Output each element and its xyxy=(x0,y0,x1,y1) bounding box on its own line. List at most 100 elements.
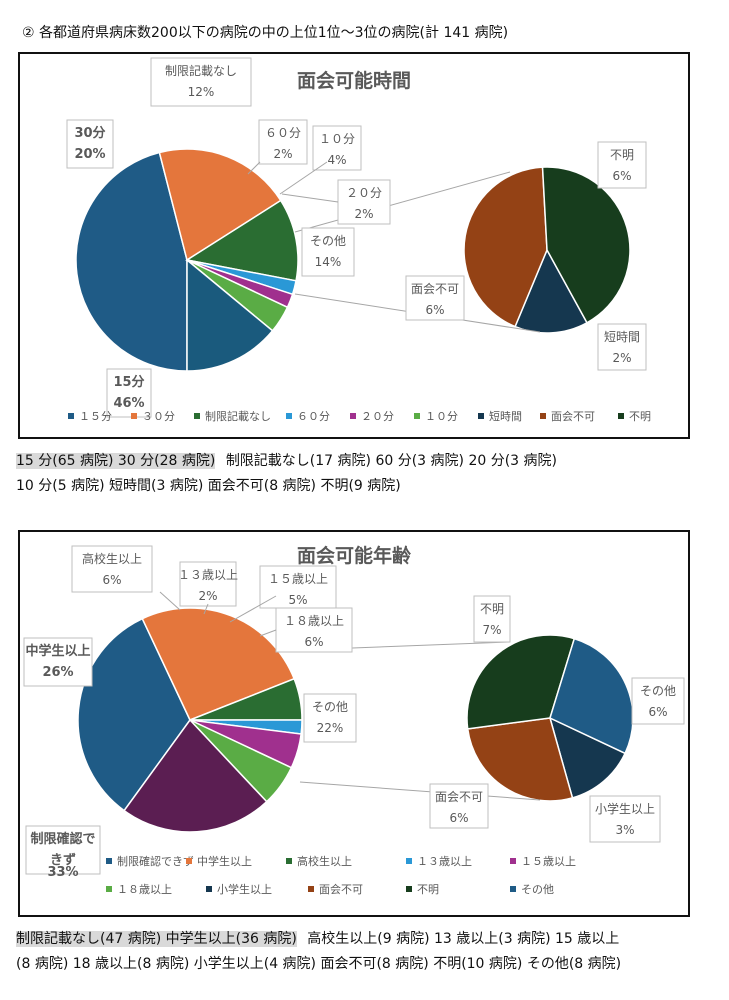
chart1-legend-text-2: 制限記載なし xyxy=(205,409,271,423)
chart1-legend-swatch-2 xyxy=(194,413,200,419)
visit-age-summary-line2: (8 病院) 18 歳以上(8 病院) 小学生以上(4 病院) 面会不可(8 病… xyxy=(16,956,622,972)
chart1-label-nolimit-text-0: 制限記載なし xyxy=(165,63,237,78)
chart1-legend-swatch-0 xyxy=(68,413,74,419)
chart1-label-30-text-1: 20% xyxy=(74,147,105,162)
chart2-leader-hs xyxy=(159,591,181,611)
chart2-label-15-text-0: １５歳以上 xyxy=(268,572,328,586)
visit-time-summary: 15 分(65 病院) 30 分(28 病院) 制限記載なし(17 病院) 60… xyxy=(16,449,563,499)
chart2-sub-slice-1 xyxy=(466,717,574,802)
chart2-label-other-box xyxy=(303,693,357,743)
visit-age-summary: 制限記載なし(47 病院) 中学生以上(36 病院) 高校生以上(9 病院) 1… xyxy=(16,927,625,977)
chart2-legend-swatch-4 xyxy=(510,858,516,864)
chart2-main-slice-1 xyxy=(141,607,296,721)
chart1-legend-swatch-1 xyxy=(131,413,137,419)
chart1-legend-text-5: １０分 xyxy=(425,410,458,423)
chart2-label-13-text-0: １３歳以上 xyxy=(178,568,238,582)
chart2-label-other-text-1: 22% xyxy=(317,721,344,735)
chart2-label-13-box xyxy=(179,561,237,607)
chart2-sub-label-unknown-text-0: 不明 xyxy=(480,602,504,616)
chart2-label-jhs-text-0: 中学生以上 xyxy=(25,643,90,659)
chart1-label-30-box xyxy=(66,119,114,169)
chart2-label-15-box xyxy=(259,565,337,609)
chart1-main-slice-6 xyxy=(186,258,274,372)
visit-age-summary-line1: 制限記載なし(47 病院) 中学生以上(36 病院) 高校生以上(9 病院) 1… xyxy=(16,927,625,952)
chart1-label-10-box xyxy=(312,125,362,171)
chart2-legend-swatch-3 xyxy=(406,858,412,864)
visit-age-chart: 面会可能年齢 中学生以上 26% 高校生以上 6% １３歳以上 2% １５歳以上 5% １８歳以上… xyxy=(18,530,690,917)
chart2-legend-swatch-9 xyxy=(510,886,516,892)
chart2-sub-label-elem-text-0: 小学生以上 xyxy=(595,801,655,816)
chart2-sub-label-elem-text-1: 3% xyxy=(615,823,634,837)
chart2-legend-text-5: １８歳以上 xyxy=(117,883,172,896)
chart1-label-other-box xyxy=(301,227,355,277)
chart1-sub-label-nogo-text-1: 6% xyxy=(425,303,444,317)
visit-time-summary-line1: 15 分(65 病院) 30 分(28 病院) 制限記載なし(17 病院) 60… xyxy=(16,449,563,474)
chart1-main-slice-2 xyxy=(184,199,299,282)
chart2-leader-13 xyxy=(203,603,209,615)
chart1-legend-swatch-7 xyxy=(540,413,546,419)
chart1-sub-label-nogo-box xyxy=(405,275,465,321)
chart1-sub-label-short-text-0: 短時間 xyxy=(604,330,640,344)
visit-time-summary-line2: 10 分(5 病院) 短時間(3 病院) 面会不可(8 病院) 不明(9 病院) xyxy=(16,478,401,494)
chart1-label-nolimit-box xyxy=(150,57,252,107)
chart1-sub-label-nogo-text-0: 面会不可 xyxy=(411,282,459,296)
chart2-legend-swatch-1 xyxy=(186,858,192,864)
chart2-legend-text-4: １５歳以上 xyxy=(521,855,576,868)
chart2-connector-bottom xyxy=(299,781,541,801)
visit-time-summary-rest: 制限記載なし(17 病院) 60 分(3 病院) 20 分(3 病院) xyxy=(225,453,557,469)
chart2-label-hs-text-0: 高校生以上 xyxy=(82,551,142,566)
chart2-legend-text-3: １３歳以上 xyxy=(417,855,472,868)
chart2-label-18-box xyxy=(275,607,353,653)
chart1-sub-slice-2 xyxy=(541,166,631,324)
chart2-sub-label-nogo-text-0: 面会不可 xyxy=(435,790,483,804)
chart1-legend-swatch-6 xyxy=(478,413,484,419)
chart2-legend-swatch-7 xyxy=(308,886,314,892)
chart1-legend-swatch-4 xyxy=(350,413,356,419)
chart2-sub-label-other-box xyxy=(631,677,685,725)
chart2-label-unconfirmed-pct: 33% xyxy=(47,865,78,880)
chart2-legend-swatch-6 xyxy=(206,886,212,892)
chart2-leader-18 xyxy=(259,629,277,637)
visit-age-summary-highlight: 制限記載なし(47 病院) 中学生以上(36 病院) xyxy=(16,931,297,947)
visit-time-chart-svg: 面会可能時間 15分 46% 30分 20% 制限記載なし 12% ６０分 2% １０分 4% ２０分… xyxy=(66,57,651,423)
chart1-label-10-text-0: １０分 xyxy=(319,132,355,146)
chart2-title: 面会可能年齢 xyxy=(297,544,412,567)
chart1-sub-label-unknown-box xyxy=(597,141,647,189)
chart1-sub-label-unknown-text-1: 6% xyxy=(612,169,631,183)
chart1-main-slice-1 xyxy=(158,148,282,262)
chart2-legend-swatch-8 xyxy=(406,886,412,892)
chart1-legend-text-4: ２０分 xyxy=(361,410,394,423)
chart1-label-10-text-1: 4% xyxy=(327,153,346,167)
chart2-sub-label-nogo-box xyxy=(429,783,489,829)
chart1-title: 面会可能時間 xyxy=(297,69,411,92)
page-heading: ② 各都道府県病床数200以下の病院の中の上位1位～3位の病院(計 141 病院… xyxy=(22,25,509,41)
chart2-label-hs-box xyxy=(71,545,153,593)
chart2-legend-text-7: 面会不可 xyxy=(319,883,363,896)
chart2-sub-label-nogo-text-1: 6% xyxy=(449,811,468,825)
chart1-legend-swatch-8 xyxy=(618,413,624,419)
chart2-legend-swatch-5 xyxy=(106,886,112,892)
chart1-legend-text-3: ６０分 xyxy=(297,410,330,423)
chart1-legend-text-0: １５分 xyxy=(79,410,112,423)
chart2-legend-text-2: 高校生以上 xyxy=(297,854,352,868)
visit-time-summary-highlight: 15 分(65 病院) 30 分(28 病院) xyxy=(16,453,216,469)
chart1-label-60-box xyxy=(258,119,308,165)
chart1-sub-label-unknown-text-0: 不明 xyxy=(610,148,634,162)
chart2-label-unconfirmed-text-0: 制限確認で xyxy=(30,831,95,847)
chart1-leader-20 xyxy=(281,193,339,203)
chart1-leader-60 xyxy=(247,161,261,175)
chart2-sub-label-unknown-box xyxy=(473,595,511,643)
chart2-label-jhs-text-1: 26% xyxy=(42,665,73,680)
chart1-legend-text-1: ３０分 xyxy=(142,410,175,423)
chart2-sub-slice-2 xyxy=(466,634,576,730)
chart1-connector-top xyxy=(294,171,511,233)
chart1-label-other-text-0: その他 xyxy=(310,234,346,248)
chart1-label-15-text-0: 15分 xyxy=(113,374,144,390)
chart2-legend-swatch-0 xyxy=(106,858,112,864)
chart2-label-jhs-box xyxy=(23,637,93,687)
chart2-sub-label-other-text-1: 6% xyxy=(648,705,667,719)
chart2-sub-label-unknown-text-1: 7% xyxy=(482,623,501,637)
chart1-label-60-text-1: 2% xyxy=(273,147,292,161)
chart1-sub-label-short-box xyxy=(597,323,647,371)
